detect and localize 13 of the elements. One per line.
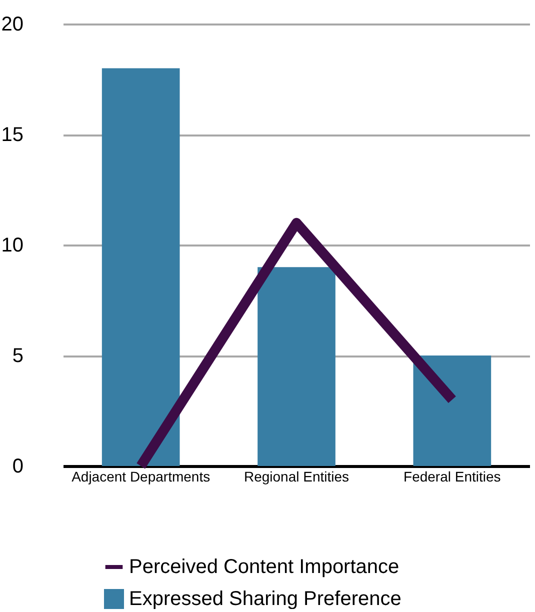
- bar: [413, 356, 492, 466]
- legend-label: Expressed Sharing Preference: [129, 588, 402, 610]
- y-tick-label: 20: [1, 14, 24, 36]
- bar: [258, 267, 336, 466]
- y-tick-label: 0: [12, 456, 24, 478]
- y-tick-label: 5: [12, 345, 24, 367]
- legend-label: Perceived Content Importance: [129, 556, 400, 578]
- y-tick-label: 15: [1, 124, 24, 146]
- x-tick-label: Federal Entities: [404, 468, 501, 484]
- y-tick-label: 10: [1, 234, 24, 256]
- bar: [102, 68, 180, 466]
- x-tick-label: Regional Entities: [244, 468, 350, 484]
- x-tick-label: Adjacent Departments: [72, 468, 210, 484]
